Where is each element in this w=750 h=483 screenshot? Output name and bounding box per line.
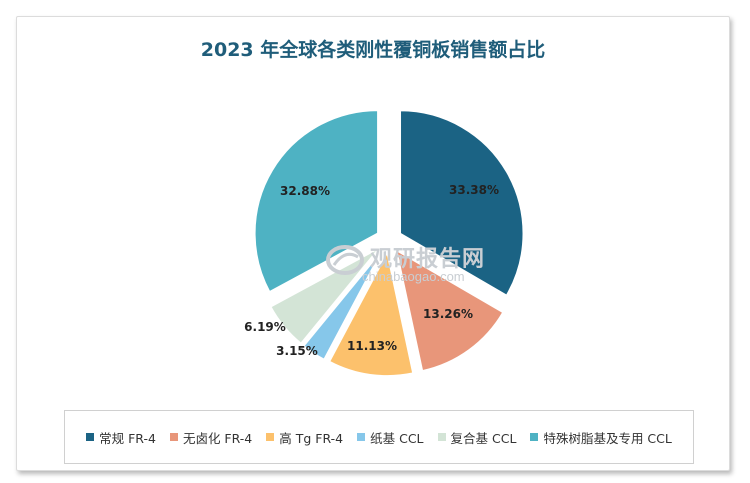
data-label: 6.19%: [244, 320, 286, 334]
legend-swatch: [437, 433, 446, 441]
chart-card: 2023 年全球各类刚性覆铜板销售额占比 33.38% 13.26% 11.13% 3…: [16, 16, 730, 471]
legend-label: 特殊树脂基及专用 CCL: [543, 430, 672, 446]
legend-swatch: [86, 433, 95, 441]
data-label: 11.13%: [347, 339, 397, 353]
legend-item: 无卤化 FR-4: [169, 428, 253, 447]
pie-chart: 33.38% 13.26% 11.13% 3.15% 6.19% 32.88%: [244, 109, 525, 377]
legend-swatch: [169, 433, 178, 441]
legend-item: 复合基 CCL: [437, 428, 517, 447]
legend-label: 无卤化 FR-4: [182, 430, 253, 446]
legend-item: 纸基 CCL: [357, 428, 424, 447]
legend-label: 常规 FR-4: [99, 430, 156, 446]
legend-swatch: [266, 433, 275, 441]
watermark-url: chinabaogao.com: [362, 269, 465, 284]
watermark-logo-icon: [326, 245, 364, 275]
watermark-title: 观研报告网: [370, 247, 486, 272]
legend-swatch: [357, 433, 366, 441]
pie-labels: 33.38% 13.26% 11.13% 3.15% 6.19% 32.88%: [244, 183, 499, 358]
data-label: 13.26%: [423, 307, 473, 321]
legend-label: 复合基 CCL: [450, 430, 517, 446]
pie-slice: [328, 250, 414, 377]
legend-label: 纸基 CCL: [370, 430, 424, 446]
pie-slices: [254, 109, 525, 377]
legend-item: 特殊树脂基及专用 CCL: [530, 428, 672, 447]
legend-swatch: [530, 433, 539, 441]
data-label: 32.88%: [280, 184, 330, 198]
chart-title: 2023 年全球各类刚性覆铜板销售额占比: [200, 39, 546, 61]
watermark: 观研报告网 chinabaogao.com: [322, 239, 502, 289]
pie-slice: [399, 109, 525, 297]
legend-label: 高 Tg FR-4: [279, 430, 344, 446]
pie-slice: [302, 250, 383, 361]
legend-item: 高 Tg FR-4: [266, 428, 343, 447]
legend-item: 常规 FR-4: [86, 428, 156, 447]
pie-slice: [395, 249, 504, 372]
data-label: 33.38%: [449, 183, 499, 197]
data-label: 3.15%: [276, 344, 318, 358]
legend: 常规 FR-4 无卤化 FR-4 高 Tg FR-4 纸基 CCL 复合基 CCL 特殊树…: [64, 410, 694, 464]
